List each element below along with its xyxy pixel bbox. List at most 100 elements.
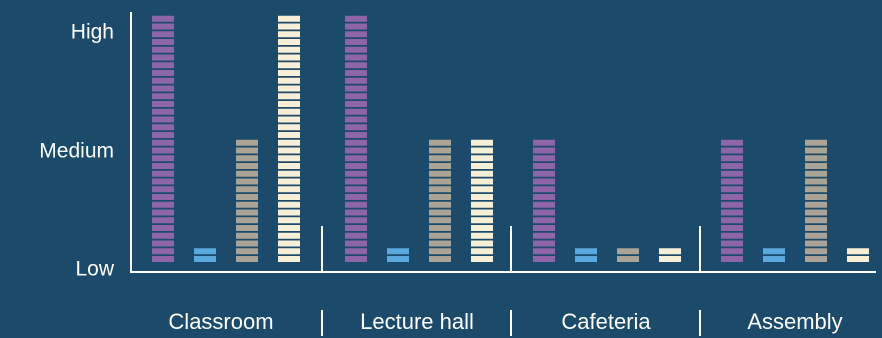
bar-lecture-hall-series-1 xyxy=(345,15,367,262)
bar-segment xyxy=(617,256,639,262)
bar-segment xyxy=(278,201,300,208)
bar-segment xyxy=(721,217,743,224)
x-tick-label-classroom: Classroom xyxy=(168,309,273,334)
bar-segment xyxy=(236,225,258,231)
bar-cafeteria-series-1 xyxy=(533,139,555,262)
bar-lecture-hall-series-2 xyxy=(387,248,409,262)
bar-segment xyxy=(345,217,367,224)
bar-segment xyxy=(805,232,827,239)
bar-segment xyxy=(721,186,743,193)
bar-segment xyxy=(805,163,827,169)
bar-segment xyxy=(805,155,827,162)
bar-segment xyxy=(345,225,367,231)
bar-segment xyxy=(805,240,827,247)
bar-segment xyxy=(236,232,258,239)
bar-segment xyxy=(152,93,174,100)
bar-segment xyxy=(236,209,258,216)
bar-segment xyxy=(805,170,827,177)
bar-segment xyxy=(278,70,300,76)
bar-segment xyxy=(345,108,367,115)
bar-segment xyxy=(152,240,174,247)
bar-lecture-hall-series-4 xyxy=(471,139,493,262)
bar-segment xyxy=(278,85,300,92)
bar-segment xyxy=(236,170,258,177)
bar-segment xyxy=(721,139,743,146)
bar-segment xyxy=(533,163,555,169)
bar-segment xyxy=(152,39,174,45)
bar-segment xyxy=(345,70,367,76)
bar-segment xyxy=(471,248,493,255)
bar-segment xyxy=(345,15,367,22)
bar-segment xyxy=(533,225,555,231)
bar-segment xyxy=(278,31,300,38)
bar-segment xyxy=(471,139,493,146)
bar-segment xyxy=(152,225,174,231)
bar-segment xyxy=(533,155,555,162)
bar-segment xyxy=(345,194,367,200)
bar-segment xyxy=(278,139,300,146)
bar-segment xyxy=(471,186,493,193)
bar-segment xyxy=(471,163,493,169)
bar-segment xyxy=(345,139,367,146)
bar-segment xyxy=(278,46,300,53)
bar-segment xyxy=(533,248,555,255)
bar-segment xyxy=(763,248,785,255)
bar-segment xyxy=(429,186,451,193)
bar-segment xyxy=(236,139,258,146)
bar-segment xyxy=(152,170,174,177)
bar-segment xyxy=(721,248,743,255)
bar-segment xyxy=(429,240,451,247)
bar-segment xyxy=(429,163,451,169)
bar-segment xyxy=(236,201,258,208)
bar-segment xyxy=(533,170,555,177)
bar-segment xyxy=(152,85,174,92)
bar-segment xyxy=(721,240,743,247)
bar-segment xyxy=(152,23,174,30)
bar-segment xyxy=(194,256,216,262)
bar-segment xyxy=(533,201,555,208)
bar-segment xyxy=(236,248,258,255)
bar-segment xyxy=(805,139,827,146)
bar-segment xyxy=(345,101,367,107)
bar-segment xyxy=(345,85,367,92)
bar-segment xyxy=(721,194,743,200)
bar-segment xyxy=(345,186,367,193)
bar-segment xyxy=(805,186,827,193)
bar-segment xyxy=(721,256,743,262)
y-tick-label-medium: Medium xyxy=(39,140,114,163)
bar-segment xyxy=(471,232,493,239)
bar-segment xyxy=(278,54,300,61)
bar-segment xyxy=(152,186,174,193)
bar-segment xyxy=(152,46,174,53)
bar-segment xyxy=(721,178,743,185)
bar-segment xyxy=(429,155,451,162)
bar-segment xyxy=(278,132,300,138)
bar-segment xyxy=(345,46,367,53)
bar-segment xyxy=(236,163,258,169)
bar-segment xyxy=(278,124,300,131)
bar-segment xyxy=(387,248,409,255)
bar-segment xyxy=(805,256,827,262)
bar-segment xyxy=(152,163,174,169)
bar-segment xyxy=(152,217,174,224)
bar-segment xyxy=(721,155,743,162)
bar-segment xyxy=(533,209,555,216)
bar-segment xyxy=(278,116,300,123)
bar-segment xyxy=(345,248,367,255)
bar-segment xyxy=(345,155,367,162)
bar-segment xyxy=(659,256,681,262)
bar-segment xyxy=(345,240,367,247)
bar-segment xyxy=(152,232,174,239)
bar-segment xyxy=(236,240,258,247)
bar-segment xyxy=(152,178,174,185)
bar-segment xyxy=(387,256,409,262)
bar-segment xyxy=(805,194,827,200)
bar-segment xyxy=(152,15,174,22)
bar-segment xyxy=(429,217,451,224)
bar-segment xyxy=(236,147,258,154)
bar-classroom-series-1 xyxy=(152,15,174,262)
bar-segment xyxy=(152,101,174,107)
bar-segment xyxy=(805,147,827,154)
bar-segment xyxy=(429,147,451,154)
bar-lecture-hall-series-3 xyxy=(429,139,451,262)
